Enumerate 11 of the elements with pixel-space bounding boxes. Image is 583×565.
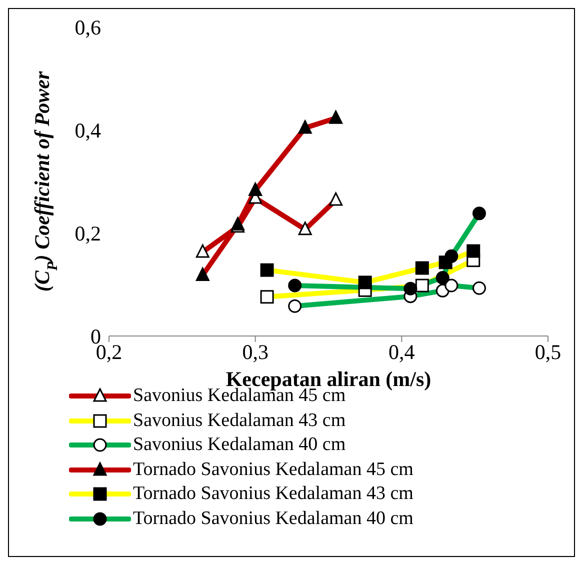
legend-label: Tornado Savonius Kedalaman 40 cm bbox=[133, 508, 414, 530]
x-tick-label: 0,5 bbox=[534, 340, 562, 364]
legend-label: Tornado Savonius Kedalaman 43 cm bbox=[133, 483, 414, 506]
legend-label: Tornado Savonius Kedalaman 45 cm bbox=[133, 458, 414, 481]
x-tick-label: 0,4 bbox=[388, 340, 416, 364]
legend-label: Savonius Kedalaman 40 cm bbox=[133, 434, 346, 456]
y-tick-label: 0,2 bbox=[74, 221, 101, 246]
y-tick-label: 0,6 bbox=[74, 15, 101, 40]
y-tick-label: 0,4 bbox=[74, 118, 102, 142]
x-tick-label: 0,3 bbox=[242, 340, 268, 364]
legend-label: Savonius Kedalaman 43 cm bbox=[133, 410, 346, 432]
